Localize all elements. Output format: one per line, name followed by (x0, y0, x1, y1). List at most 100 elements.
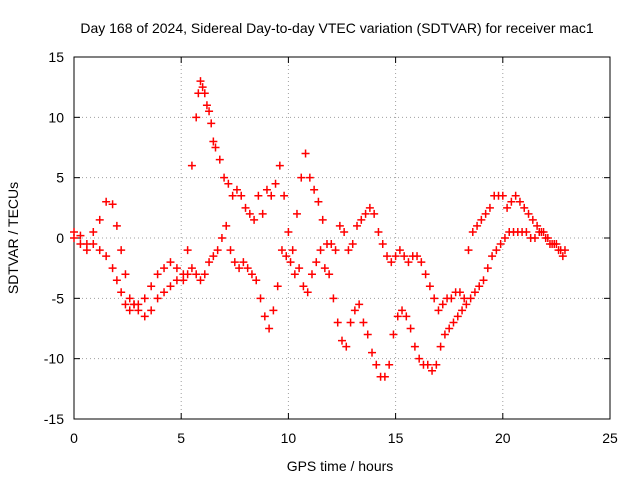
data-point (140, 294, 149, 303)
data-point (355, 300, 364, 309)
x-tick-label: 0 (70, 430, 78, 446)
data-point (286, 258, 295, 267)
data-point (198, 83, 207, 92)
data-point (147, 306, 156, 315)
data-point (89, 240, 98, 249)
data-point (348, 240, 357, 249)
data-point (470, 288, 479, 297)
data-point (183, 270, 192, 279)
data-point (325, 270, 334, 279)
data-point (404, 258, 413, 267)
data-point (207, 119, 216, 128)
data-point (280, 191, 289, 200)
data-point (543, 234, 552, 242)
data-point (153, 294, 162, 303)
data-point (290, 270, 299, 279)
data-point (153, 270, 162, 279)
data-point (528, 215, 537, 224)
data-point (368, 348, 377, 357)
data-point (267, 191, 276, 200)
data-point (196, 77, 205, 86)
data-point (187, 161, 196, 170)
data-point (303, 288, 312, 297)
data-point (89, 227, 98, 236)
data-point (230, 258, 239, 267)
data-point (125, 294, 134, 303)
data-point (464, 246, 473, 255)
data-point (430, 294, 439, 303)
x-tick-label: 15 (388, 430, 404, 446)
data-point (70, 234, 78, 242)
data-point (147, 282, 156, 291)
data-point (166, 258, 175, 267)
data-point (117, 246, 126, 255)
data-point (533, 221, 542, 230)
data-point (102, 197, 111, 206)
y-tick-label: -10 (44, 351, 64, 367)
data-point (458, 306, 467, 315)
data-point (108, 200, 117, 209)
data-point (130, 300, 139, 309)
data-point (121, 300, 130, 309)
data-point (335, 221, 344, 230)
data-point (413, 252, 422, 261)
data-point (462, 300, 471, 309)
data-point (353, 221, 362, 230)
data-point (455, 288, 464, 297)
data-point (226, 246, 235, 255)
data-point (241, 203, 250, 212)
data-point (498, 191, 507, 200)
data-point (95, 215, 104, 224)
x-axis-label: GPS time / hours (287, 458, 394, 474)
data-point (217, 234, 226, 242)
data-point (372, 360, 381, 369)
data-point (342, 342, 351, 351)
data-point (192, 113, 201, 122)
data-point (196, 276, 205, 285)
data-point (488, 252, 497, 261)
data-point (374, 227, 383, 236)
data-point (481, 209, 490, 218)
data-point (112, 221, 121, 230)
data-point (288, 246, 297, 255)
data-point (346, 318, 355, 327)
data-point (417, 258, 426, 267)
data-point (108, 264, 117, 273)
data-point (318, 215, 327, 224)
data-point (389, 330, 398, 339)
data-point (400, 252, 409, 261)
data-point (447, 294, 456, 303)
data-point (432, 360, 441, 369)
data-point (410, 342, 419, 351)
y-axis-label: SDTVAR / TECUs (5, 182, 21, 294)
data-point (273, 282, 282, 291)
data-point (243, 264, 252, 273)
data-point (250, 215, 259, 224)
chart-title: Day 168 of 2024, Sidereal Day-to-day VTE… (80, 20, 593, 36)
data-point (453, 312, 462, 321)
data-point (213, 246, 222, 255)
data-series (70, 77, 567, 315)
y-tick-label: 15 (48, 49, 64, 65)
data-point (297, 173, 306, 182)
data-point (160, 264, 169, 273)
data-point (329, 294, 338, 303)
data-series (70, 221, 569, 381)
data-point (511, 191, 520, 200)
y-tick-label: -15 (44, 411, 64, 427)
data-point (310, 185, 319, 194)
x-tick-label: 10 (281, 430, 297, 446)
data-point (515, 197, 524, 206)
data-point (363, 330, 372, 339)
data-point (365, 203, 374, 212)
data-point (205, 258, 214, 267)
data-point (292, 209, 301, 218)
data-point (239, 258, 248, 267)
data-point (160, 288, 169, 297)
data-point (209, 252, 218, 261)
data-point (301, 149, 310, 158)
data-point (200, 89, 209, 98)
data-point (350, 306, 359, 315)
data-point (202, 101, 211, 110)
data-point (466, 294, 475, 303)
